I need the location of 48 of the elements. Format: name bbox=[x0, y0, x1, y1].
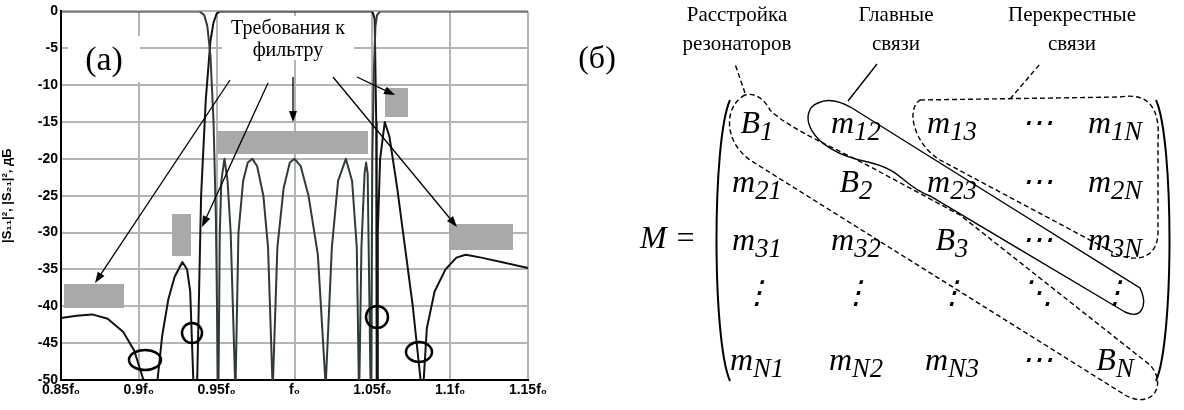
text: m$_{12}$ bbox=[830, 103, 882, 149]
text: B$_{2}$ bbox=[838, 162, 874, 208]
x-tick-label: 0.9f₀ bbox=[123, 381, 155, 398]
y-tick-label: -25 bbox=[37, 186, 59, 203]
y-axis-title: |S₁₁|², |S₂₁|², дБ bbox=[0, 148, 15, 243]
text: m$_{2N}$ bbox=[1086, 162, 1144, 208]
y-tick-label: -5 bbox=[45, 39, 59, 56]
text: m$_{N3}$ bbox=[923, 340, 981, 386]
text: m$_{32}$ bbox=[830, 220, 882, 266]
text: m$_{3N}$ bbox=[1086, 220, 1144, 266]
text: Расстройка резонаторов bbox=[681, 1, 793, 57]
y-tick-label: -30 bbox=[37, 223, 59, 240]
y-tick-label: -10 bbox=[37, 75, 59, 92]
annotation: (а) bbox=[68, 36, 140, 82]
text: Перекрестные связи bbox=[1007, 1, 1137, 57]
text: m$_{23}$ bbox=[926, 162, 978, 208]
text: ⋮ bbox=[740, 273, 774, 312]
x-tick-label: f₀ bbox=[289, 381, 300, 398]
text: Главные связи bbox=[857, 1, 935, 57]
text: ⋯ bbox=[1020, 103, 1054, 142]
y-tick-label: -20 bbox=[37, 149, 59, 166]
x-tick-label: 0.95f₀ bbox=[197, 381, 236, 398]
text: m$_{N2}$ bbox=[827, 340, 885, 386]
x-tick-label: 1.05f₀ bbox=[353, 381, 392, 398]
annotation: Требования к фильтру bbox=[222, 16, 354, 60]
y-tick-label: -40 bbox=[37, 297, 59, 314]
y-tick-label: -35 bbox=[37, 260, 59, 277]
text: ⋯ bbox=[1020, 162, 1054, 201]
text: B$_{N}$ bbox=[1095, 340, 1136, 386]
y-tick-label: 0 bbox=[50, 2, 59, 19]
text: m$_{21}$ bbox=[731, 162, 783, 208]
text: (б) bbox=[577, 38, 617, 76]
text: m$_{N1}$ bbox=[728, 340, 786, 386]
text: B$_{3}$ bbox=[934, 220, 970, 266]
x-tick-label: 1.15f₀ bbox=[508, 381, 548, 398]
text: M = bbox=[638, 218, 698, 257]
y-tick-label: -15 bbox=[37, 112, 59, 129]
text: ⋱ bbox=[1020, 273, 1054, 312]
text: ⋮ bbox=[839, 273, 873, 312]
text: m$_{31}$ bbox=[731, 220, 783, 266]
text: ⋯ bbox=[1020, 340, 1054, 379]
text: m$_{13}$ bbox=[926, 103, 978, 149]
x-tick-label: 1.1f₀ bbox=[434, 381, 466, 398]
text: B$_{1}$ bbox=[739, 103, 775, 149]
text: ⋯ bbox=[1020, 220, 1054, 259]
text: m$_{1N}$ bbox=[1086, 103, 1144, 149]
y-tick-label: -45 bbox=[37, 334, 59, 350]
text: ⋮ bbox=[1098, 273, 1132, 312]
